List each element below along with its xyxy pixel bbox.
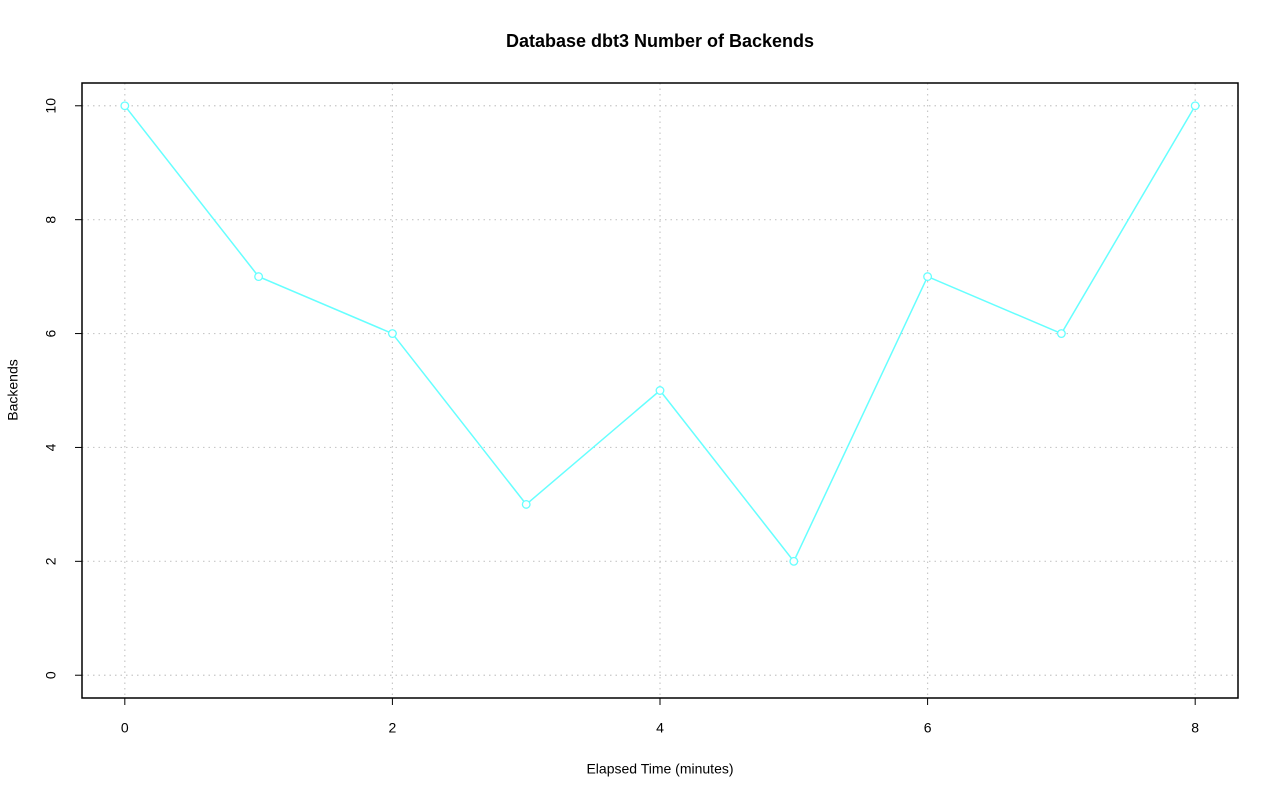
point <box>1056 329 1066 339</box>
point <box>923 272 933 282</box>
y-tick-label: 2 <box>43 557 59 565</box>
point <box>387 329 397 339</box>
x-axis-label: Elapsed Time (minutes) <box>586 761 733 777</box>
point <box>1190 101 1200 111</box>
y-axis-label: Backends <box>5 359 21 420</box>
y-tick-label: 6 <box>43 329 59 337</box>
y-tick-label: 8 <box>43 216 59 224</box>
y-tick-label: 4 <box>43 443 59 451</box>
x-tick-label: 8 <box>1191 720 1199 736</box>
y-tick-label: 0 <box>43 671 59 679</box>
y-tick-label: 10 <box>43 98 59 114</box>
point <box>254 272 264 282</box>
point <box>521 499 531 509</box>
x-tick-label: 4 <box>656 720 664 736</box>
point <box>120 101 130 111</box>
point <box>789 556 799 566</box>
x-tick-label: 6 <box>924 720 932 736</box>
x-tick-label: 2 <box>389 720 397 736</box>
x-tick-label: 0 <box>121 720 129 736</box>
point <box>655 386 665 395</box>
chart-title: Database dbt3 Number of Backends <box>506 31 814 51</box>
plot-frame <box>81 82 1239 699</box>
